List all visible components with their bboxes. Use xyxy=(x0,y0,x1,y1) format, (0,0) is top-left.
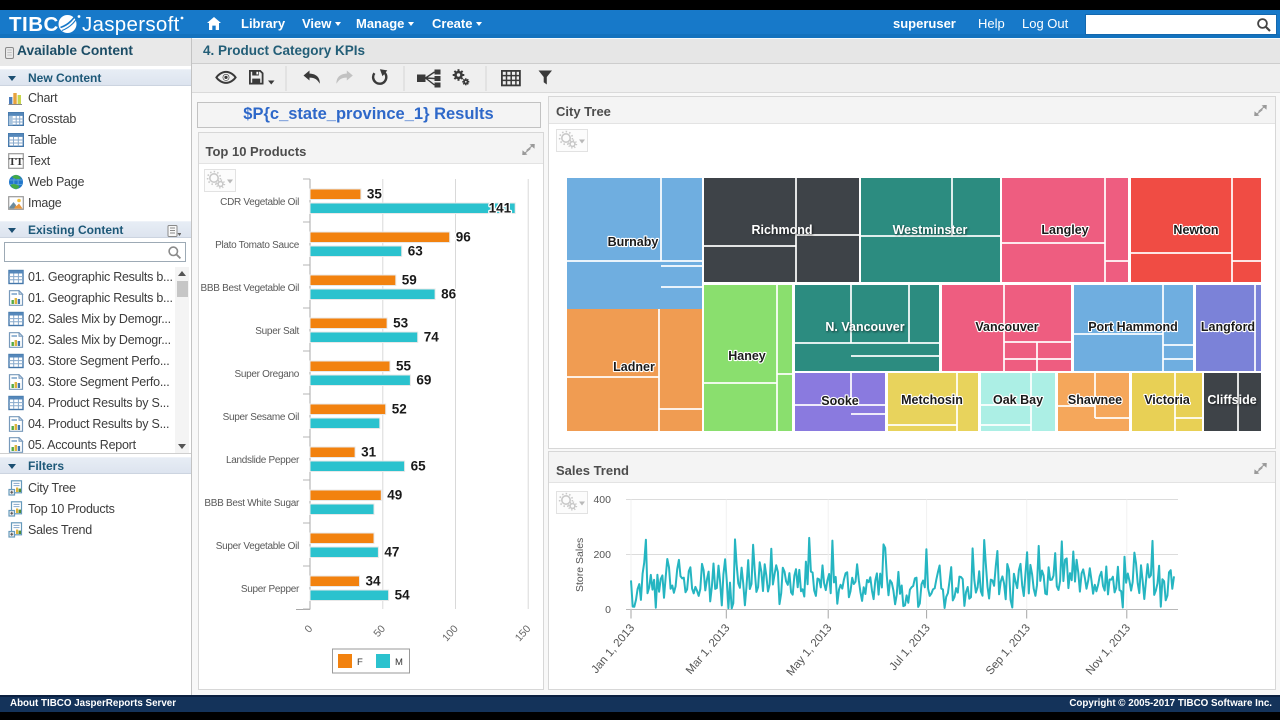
svg-text:F: F xyxy=(357,657,363,668)
svg-text:TIBC: TIBC xyxy=(9,13,59,36)
svg-text:TT: TT xyxy=(9,156,24,168)
svg-text:M: M xyxy=(395,657,403,668)
svg-text:Shawnee: Shawnee xyxy=(1068,393,1122,407)
svg-text:86: 86 xyxy=(441,286,457,301)
svg-text:100: 100 xyxy=(440,623,461,644)
svg-text:Westminster: Westminster xyxy=(893,223,968,237)
svg-text:Newton: Newton xyxy=(1173,223,1218,237)
svg-text:Langley: Langley xyxy=(1041,223,1088,237)
svg-text:Langford: Langford xyxy=(1201,320,1255,334)
svg-text:35: 35 xyxy=(366,186,382,201)
svg-text:Richmond: Richmond xyxy=(751,223,812,237)
svg-text:Ladner: Ladner xyxy=(613,360,655,374)
svg-text:141: 141 xyxy=(488,200,511,215)
svg-text:Victoria: Victoria xyxy=(1144,393,1191,407)
svg-text:Sooke: Sooke xyxy=(821,394,859,408)
svg-text:Metchosin: Metchosin xyxy=(901,393,963,407)
svg-text:CDR Vegetable Oil: CDR Vegetable Oil xyxy=(220,197,299,208)
svg-text:Store Sales: Store Sales xyxy=(574,538,586,592)
svg-text:May 1, 2013: May 1, 2013 xyxy=(785,622,835,678)
svg-text:Jan 1, 2013: Jan 1, 2013 xyxy=(589,622,637,676)
svg-text:52: 52 xyxy=(391,401,406,416)
svg-text:63: 63 xyxy=(407,243,423,258)
svg-text:BBB Best Vegetable Oil: BBB Best Vegetable Oil xyxy=(200,283,299,294)
svg-text:BBB Best White Sugar: BBB Best White Sugar xyxy=(204,498,300,509)
svg-text:Nov 1, 2013: Nov 1, 2013 xyxy=(1084,622,1133,677)
svg-text:49: 49 xyxy=(387,487,402,502)
svg-text:Jaspersoft: Jaspersoft xyxy=(82,13,180,36)
svg-text:55: 55 xyxy=(396,358,412,373)
svg-text:Port Hammond: Port Hammond xyxy=(1088,320,1178,334)
svg-text:96: 96 xyxy=(455,229,471,244)
svg-text:Jul 1, 2013: Jul 1, 2013 xyxy=(888,622,933,673)
svg-text:34: 34 xyxy=(365,573,381,588)
svg-text:0: 0 xyxy=(605,604,611,616)
svg-text:Super Sesame Oil: Super Sesame Oil xyxy=(222,412,298,423)
svg-text:200: 200 xyxy=(593,549,611,561)
svg-text:400: 400 xyxy=(593,494,611,506)
svg-text:50: 50 xyxy=(371,623,388,640)
svg-text:74: 74 xyxy=(423,329,439,344)
svg-text:150: 150 xyxy=(512,623,533,644)
svg-text:0: 0 xyxy=(302,623,315,635)
svg-text:Cliffside: Cliffside xyxy=(1207,393,1256,407)
svg-text:31: 31 xyxy=(361,444,377,459)
svg-text:47: 47 xyxy=(384,544,399,559)
svg-text:59: 59 xyxy=(401,272,416,287)
svg-text:Oak Bay: Oak Bay xyxy=(993,393,1043,407)
svg-text:65: 65 xyxy=(410,458,426,473)
svg-text:Super Pepper: Super Pepper xyxy=(240,584,299,595)
svg-text:53: 53 xyxy=(393,315,409,330)
svg-text:Super Salt: Super Salt xyxy=(255,326,299,337)
svg-text:Burnaby: Burnaby xyxy=(608,235,659,249)
svg-text:69: 69 xyxy=(416,372,431,387)
svg-text:Super Oregano: Super Oregano xyxy=(234,369,299,380)
svg-text:Plato Tomato Sauce: Plato Tomato Sauce xyxy=(215,240,300,251)
svg-text:Landslide Pepper: Landslide Pepper xyxy=(225,455,299,466)
svg-text:Mar 1, 2013: Mar 1, 2013 xyxy=(684,622,733,677)
svg-text:Sep 1, 2013: Sep 1, 2013 xyxy=(984,622,1033,677)
svg-text:N. Vancouver: N. Vancouver xyxy=(825,320,904,334)
svg-text:Super Vegetable Oil: Super Vegetable Oil xyxy=(215,541,298,552)
svg-text:Vancouver: Vancouver xyxy=(975,320,1038,334)
svg-text:54: 54 xyxy=(394,587,410,602)
svg-text:Haney: Haney xyxy=(728,349,766,363)
